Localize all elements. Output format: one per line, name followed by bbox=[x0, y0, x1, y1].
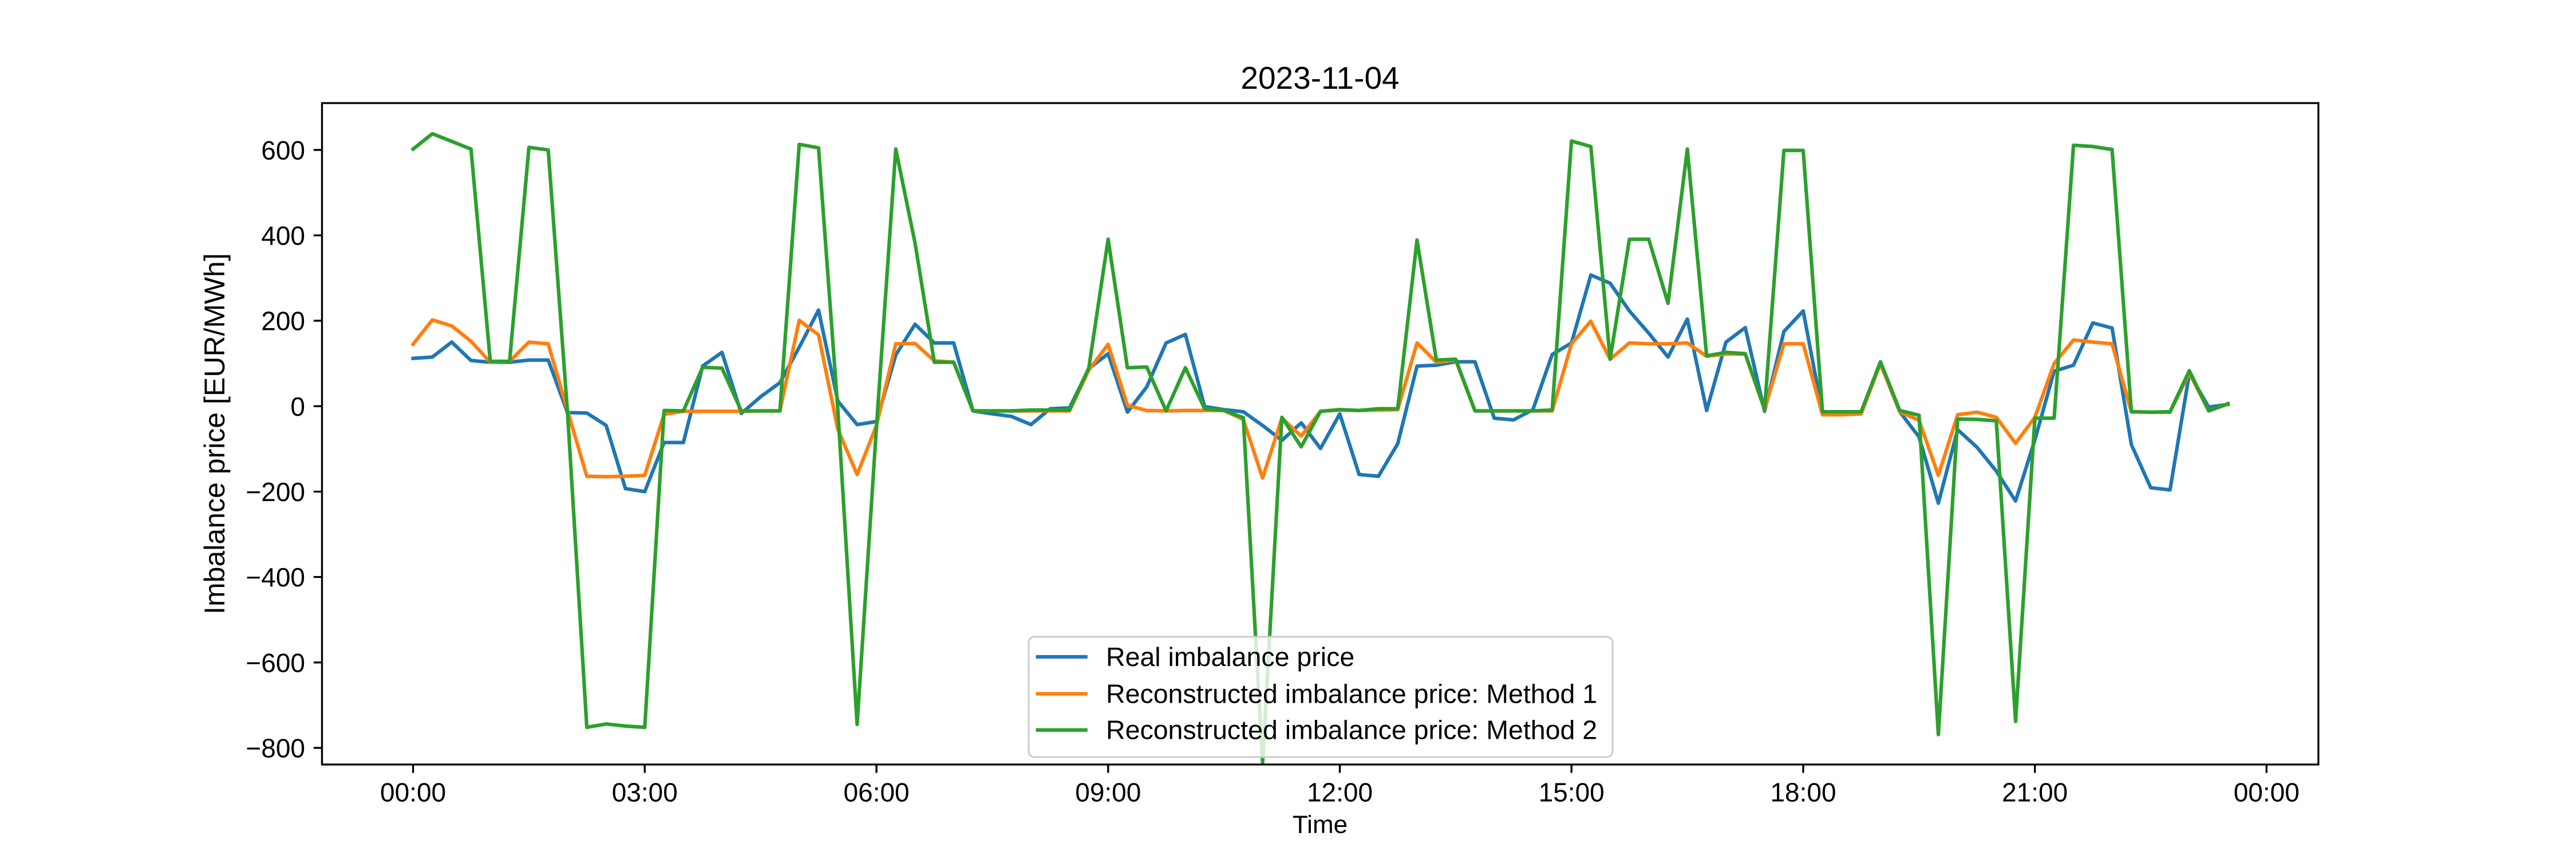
svg-text:00:00: 00:00 bbox=[380, 777, 446, 807]
svg-text:−800: −800 bbox=[246, 733, 305, 763]
svg-text:−400: −400 bbox=[246, 562, 305, 592]
svg-text:00:00: 00:00 bbox=[2234, 777, 2300, 807]
svg-text:06:00: 06:00 bbox=[844, 777, 910, 807]
svg-text:03:00: 03:00 bbox=[612, 777, 678, 807]
svg-text:2023-11-04: 2023-11-04 bbox=[1240, 60, 1399, 96]
svg-text:Reconstructed imbalance price:: Reconstructed imbalance price: Method 1 bbox=[1106, 679, 1597, 709]
svg-text:21:00: 21:00 bbox=[2002, 777, 2068, 807]
svg-text:0: 0 bbox=[290, 392, 305, 421]
svg-text:Reconstructed imbalance price:: Reconstructed imbalance price: Method 2 bbox=[1106, 715, 1597, 745]
svg-text:400: 400 bbox=[261, 221, 305, 251]
svg-text:18:00: 18:00 bbox=[1770, 777, 1836, 807]
svg-text:−200: −200 bbox=[246, 477, 305, 507]
svg-text:600: 600 bbox=[261, 135, 305, 165]
svg-text:−600: −600 bbox=[246, 648, 305, 677]
svg-text:Time: Time bbox=[1293, 811, 1348, 839]
svg-text:Real imbalance price: Real imbalance price bbox=[1106, 642, 1354, 672]
svg-text:09:00: 09:00 bbox=[1075, 777, 1141, 807]
svg-text:Imbalance price [EUR/MWh]: Imbalance price [EUR/MWh] bbox=[199, 253, 231, 614]
svg-text:200: 200 bbox=[261, 306, 305, 336]
svg-text:12:00: 12:00 bbox=[1307, 777, 1373, 807]
svg-text:15:00: 15:00 bbox=[1539, 777, 1605, 807]
